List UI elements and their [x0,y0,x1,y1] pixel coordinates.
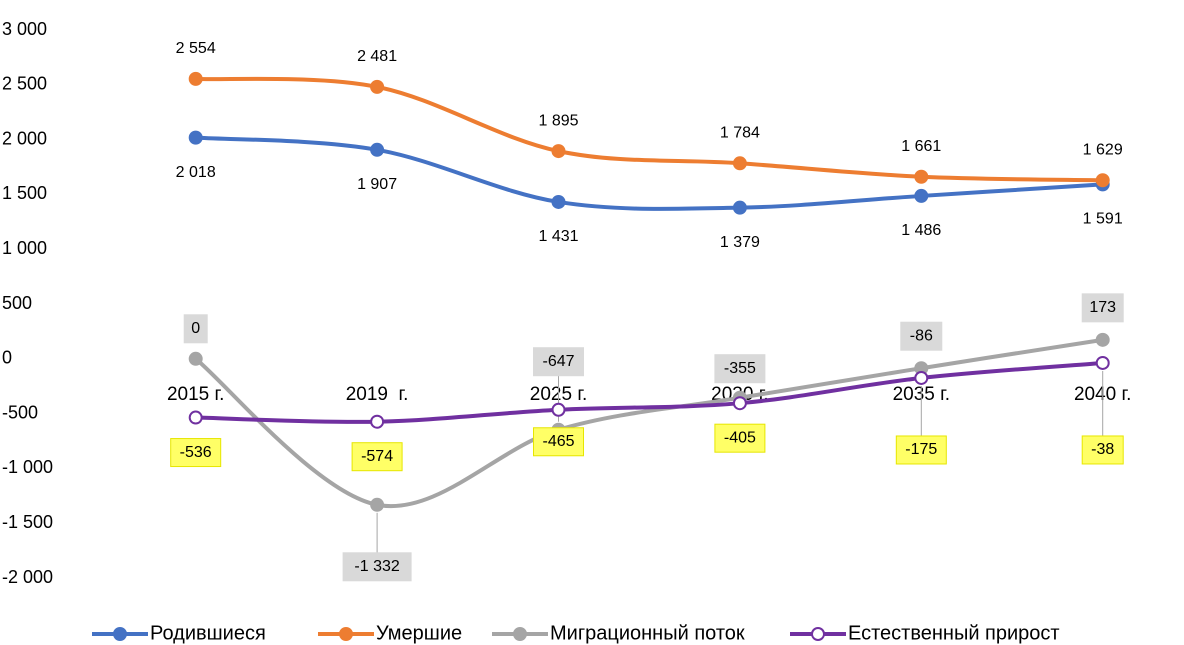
label-box [714,354,766,384]
label-box [533,347,584,377]
marker [914,169,929,184]
marker [1095,332,1110,347]
label-box [714,423,766,453]
legend-label: Умершие [376,622,462,644]
series: 2 554 2 481 1 895 1 784 1 661 1 629 [176,40,1123,188]
value-label: -86 [910,327,933,344]
value-label: -38 [1091,441,1114,458]
marker [914,188,929,203]
marker [188,130,203,145]
marker [370,414,385,429]
value-label: -175 [905,441,937,458]
value-label: 173 [1089,299,1116,316]
marker [732,156,747,171]
value-label: 2 481 [357,48,397,65]
y-tick-label: -500 [2,402,38,422]
value-label: 1 379 [720,234,760,251]
y-tick-label: -2 000 [2,567,53,587]
marker [551,194,566,209]
value-label: 1 895 [538,112,578,129]
marker [732,396,747,411]
y-tick-label: 2 500 [2,74,47,94]
legend-marker [811,627,825,641]
marker [188,410,203,425]
value-label: -536 [180,444,212,461]
value-label: 1 629 [1083,141,1123,158]
y-tick-label: 3 000 [2,19,47,39]
label-box [1081,435,1124,465]
y-tick-label: -1 000 [2,457,53,477]
value-label: -1 332 [354,558,399,575]
label-box [533,427,584,457]
marker [1095,355,1110,370]
value-label: 2 554 [176,40,216,57]
value-label: 1 431 [538,228,578,245]
y-tick-label: 2 000 [2,128,47,148]
series: -536 -574 -465 -405 -175 -38 [170,355,1124,472]
value-label: -405 [724,429,756,446]
marker [188,351,203,366]
legend-label: Миграционный поток [550,622,745,644]
value-label: 2 018 [176,164,216,181]
value-label: -465 [542,433,574,450]
legend-label: Естественный прирост [848,622,1060,644]
marker [188,71,203,86]
legend-label: Родившиеся [150,622,266,644]
marker [370,497,385,512]
series-line [194,337,1104,509]
y-tick-label: 1 000 [2,238,47,258]
value-label: -574 [361,448,393,465]
series-line [195,135,1103,211]
label-box [170,438,222,468]
value-label: -355 [724,360,756,377]
x-tick-label: 2015 г. [167,384,224,405]
legend-marker [513,627,527,641]
label-box [351,442,403,472]
y-tick-label: 1 500 [2,183,47,203]
series: 2 018 1 907 1 431 1 379 1 486 1 591 [176,130,1123,251]
marker [732,200,747,215]
label-box [900,321,943,351]
y-tick-label: 0 [2,348,12,368]
label-box [895,435,947,465]
legend-marker [113,627,127,641]
marker [914,370,929,385]
label-box [1081,293,1124,323]
value-label: 1 907 [357,176,397,193]
value-label: 1 486 [901,222,941,239]
marker [1095,173,1110,188]
series-line [195,360,1103,424]
x-tick-label: 2019 г. [346,384,409,405]
label-box [183,314,208,344]
series: 0 -1 332 -647 -355 -86 173 [183,293,1124,582]
marker [370,79,385,94]
value-label: 1 591 [1083,211,1123,228]
value-label: 1 784 [720,124,760,141]
value-label: 1 661 [901,138,941,155]
value-label: 0 [191,320,200,337]
legend-marker [339,627,353,641]
marker [551,402,566,417]
label-box [342,552,412,582]
series-line [195,76,1103,183]
marker [370,142,385,157]
marker [551,144,566,159]
value-label: -647 [542,353,574,370]
y-tick-label: -1 500 [2,512,53,532]
y-tick-label: 500 [2,293,32,313]
